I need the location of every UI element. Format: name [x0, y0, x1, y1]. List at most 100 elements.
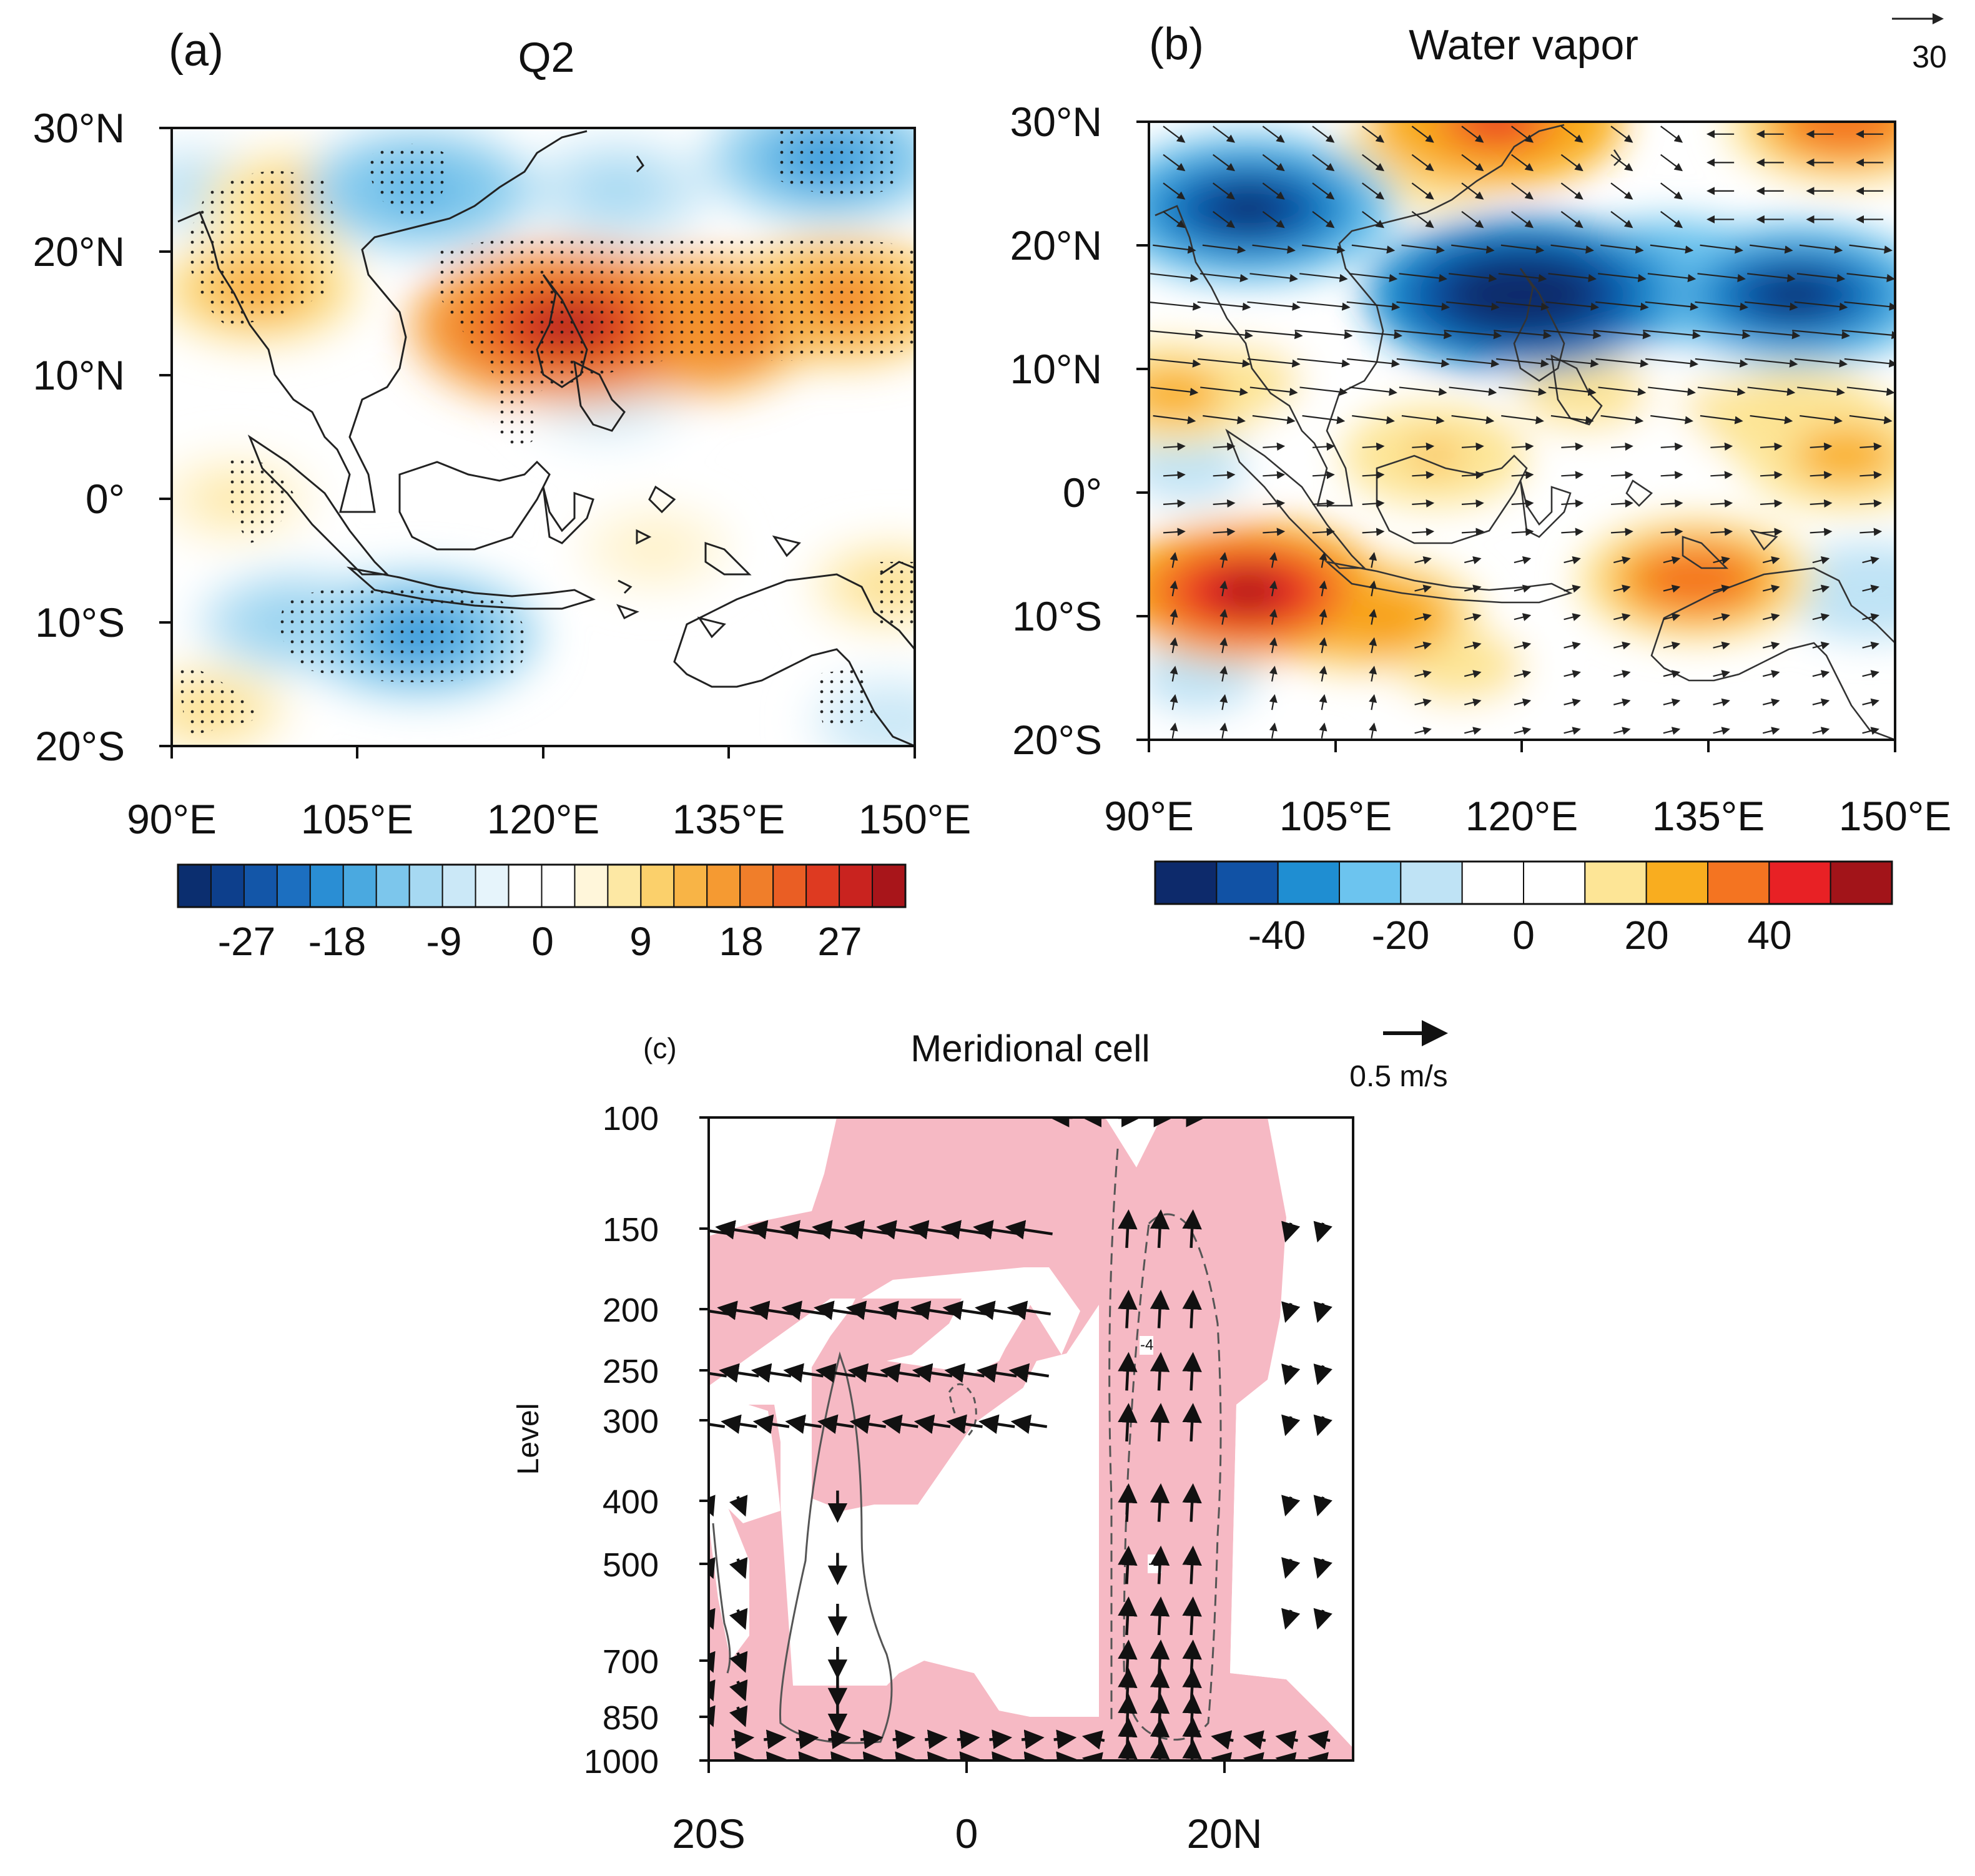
wind-vector	[989, 1729, 1013, 1749]
heat-cell	[594, 177, 641, 203]
flux-vector	[1414, 613, 1432, 621]
wind-vector	[1281, 1363, 1301, 1385]
flux-vector	[1412, 528, 1435, 536]
panel-c-label: (c)	[643, 1032, 677, 1064]
flux-vector	[1648, 386, 1696, 396]
panel-a-cbar-tick: 0	[531, 919, 554, 964]
flux-vector	[1369, 609, 1377, 625]
panel-c-ytick: 400	[603, 1483, 659, 1521]
flux-vector	[1610, 154, 1633, 172]
wind-vector	[1308, 1730, 1331, 1750]
flux-vector	[1697, 386, 1746, 396]
panel-a: (a) Q2	[33, 26, 972, 964]
flux-vector	[1660, 528, 1683, 536]
flux-vector	[1252, 244, 1296, 254]
flux-vector	[1247, 358, 1301, 368]
wind-vector	[817, 1414, 854, 1434]
flux-vector	[1449, 273, 1497, 283]
heat-cell	[1213, 574, 1284, 609]
flux-vector	[1150, 386, 1199, 396]
wind-vector	[1281, 1495, 1301, 1517]
wind-vector	[1118, 1352, 1138, 1391]
flux-vector	[1249, 273, 1298, 283]
flux-vector	[1352, 415, 1395, 425]
flux-vector	[1399, 386, 1447, 396]
colorbar-swatch	[1523, 861, 1586, 905]
wind-vector	[1118, 1596, 1138, 1636]
wind-vector	[1313, 1495, 1332, 1517]
panel-b: (b) Water vapor 30	[1010, 13, 1951, 958]
flux-vector	[1862, 641, 1879, 650]
wind-vector	[828, 1729, 852, 1749]
panel-c-ytick: 200	[603, 1292, 659, 1329]
colorbar-swatch	[1645, 861, 1709, 905]
panel-c-frame	[707, 1116, 1354, 1762]
flux-vector	[1362, 471, 1385, 479]
flux-vector	[1349, 273, 1398, 283]
flux-vector	[1499, 386, 1547, 396]
flux-vector	[1312, 154, 1335, 172]
flux-vector	[1149, 301, 1201, 311]
flux-vector	[1514, 556, 1532, 564]
flux-vector	[1859, 499, 1883, 508]
flux-vector	[1713, 698, 1730, 707]
wind-vector	[1182, 1289, 1202, 1328]
flux-vector	[1762, 727, 1780, 735]
wind-vector	[752, 1414, 790, 1434]
flux-vector	[1351, 244, 1396, 254]
flux-vector	[1495, 301, 1550, 311]
flux-vector	[1810, 442, 1833, 451]
flux-vector	[1595, 358, 1649, 368]
flux-vector	[1170, 722, 1178, 739]
flux-vector	[1213, 154, 1236, 172]
flux-vector	[1613, 613, 1631, 621]
wind-vector	[1150, 1545, 1170, 1584]
flux-vector	[1319, 637, 1327, 654]
flux-vector	[1810, 499, 1833, 508]
colorbar-swatch	[210, 864, 245, 908]
flux-vector	[1362, 499, 1385, 508]
flux-vector	[1464, 727, 1482, 735]
flux-vector	[1697, 273, 1746, 283]
panel-a-label: (a)	[169, 26, 224, 76]
panel-b-ref-label: 30	[1912, 39, 1947, 74]
panel-b-colorbar-ticks: -40 -20 0 20 40	[1248, 913, 1792, 958]
flux-vector	[1369, 694, 1377, 710]
panel-c-ytick: 700	[603, 1643, 659, 1681]
flux-vector	[1411, 154, 1434, 172]
wind-vector	[1007, 1300, 1051, 1320]
wind-vector	[1118, 1209, 1138, 1248]
colorbar-swatch	[872, 864, 906, 908]
wind-vector	[729, 1679, 748, 1702]
flux-vector	[1812, 613, 1830, 621]
colorbar-outline	[1154, 860, 1893, 905]
panel-b-xtick: 135°E	[1652, 793, 1765, 839]
flux-vector	[1564, 613, 1581, 621]
panel-c-x-ticks: 20S 0 20N	[672, 1810, 1262, 1857]
flux-vector	[1219, 580, 1228, 597]
wind-vector	[729, 1651, 748, 1673]
panel-a-x-ticks: 90°E 105°E 120°E 135°E 150°E	[127, 796, 971, 842]
flux-vector	[1202, 244, 1246, 254]
wind-vector	[1313, 1363, 1332, 1385]
colorbar-swatch	[1830, 861, 1893, 905]
flux-vector	[1613, 698, 1631, 707]
flux-vector	[1312, 528, 1335, 536]
flux-vector	[1394, 330, 1452, 340]
flux-vector	[1511, 528, 1534, 536]
flux-vector	[1396, 301, 1450, 311]
flux-vector	[1195, 330, 1254, 340]
flux-vector	[1610, 210, 1633, 228]
flux-vector	[1745, 358, 1798, 368]
flux-vector	[1796, 273, 1846, 283]
flux-vector	[1461, 471, 1484, 479]
panel-a-title: Q2	[518, 34, 575, 81]
colorbar-swatch	[739, 864, 774, 908]
flux-vector	[1762, 641, 1780, 650]
flux-vector	[1262, 182, 1285, 200]
wind-vector	[1150, 1483, 1170, 1522]
wind-vector	[764, 1729, 787, 1749]
flux-vector	[1548, 386, 1597, 396]
colorbar-swatch	[1707, 861, 1770, 905]
